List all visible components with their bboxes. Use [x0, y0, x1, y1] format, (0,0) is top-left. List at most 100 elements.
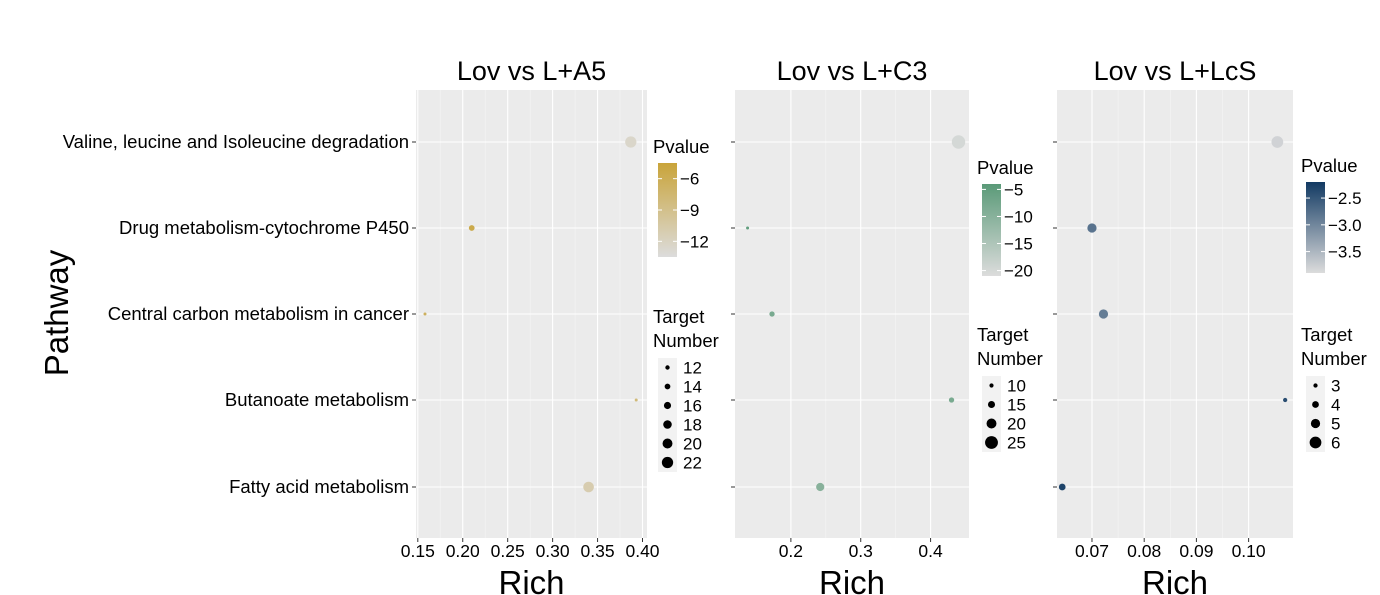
panel-title: Lov vs L+LcS [1094, 56, 1257, 86]
size-key-dot [1313, 383, 1318, 388]
category-label: Central carbon metabolism in cancer [108, 303, 409, 324]
legend-title: Number [977, 348, 1043, 369]
colorbar [1306, 182, 1325, 273]
colorbar [982, 184, 1001, 276]
x-axis-title: Rich [498, 564, 564, 595]
category-label: Drug metabolism-cytochrome P450 [119, 217, 409, 238]
size-key-background [658, 358, 677, 472]
data-point [948, 397, 955, 403]
legend-title: Pvalue [977, 157, 1034, 178]
panel-1: Lov vs L+A5 0.15 0.20 0.25 0.30 0.35 0.40 Rich P… [401, 56, 719, 595]
colorbar-tick-label: −15 [1004, 235, 1033, 254]
colorbar [658, 163, 677, 257]
x-tick-label: 0.30 [536, 541, 570, 561]
x-tick-label: 0.09 [1179, 541, 1213, 561]
size-key-label: 3 [1331, 377, 1340, 396]
size-key-label: 22 [683, 454, 702, 473]
legend-title: Number [1301, 348, 1367, 369]
colorbar-tick-label: −5 [1004, 180, 1023, 199]
size-key-dot [986, 418, 997, 429]
panel-3: Lov vs L+LcS 0.07 0.08 0.09 0.10 Rich Pvalue −2… [1053, 56, 1367, 595]
size-key-label: 25 [1007, 434, 1026, 453]
legend-title: Pvalue [653, 136, 710, 157]
chart-panels: Lov vs L+A50.15 0.20 0.25 0.30 0.35 0.40RichP… [401, 56, 1367, 595]
colorbar-tick-label: −12 [680, 232, 709, 251]
data-point [746, 226, 750, 230]
x-tick-label: 0.10 [1232, 541, 1266, 561]
size-key-dot [1310, 418, 1321, 429]
legend-title: Target [1301, 324, 1352, 345]
legend-title: Number [653, 330, 719, 351]
size-key-label: 4 [1331, 396, 1340, 415]
category-labels: Valine, leucine and Isoleucine degradati… [63, 131, 409, 497]
size-key-label: 18 [683, 416, 702, 435]
x-axis-title: Rich [1142, 564, 1208, 595]
data-point [1283, 397, 1288, 403]
legend-title: Target [977, 324, 1028, 345]
colorbar-tick-label: −6 [680, 170, 699, 189]
size-key-dot [663, 420, 672, 429]
category-label: Butanoate metabolism [225, 389, 409, 410]
data-point [468, 225, 475, 231]
x-tick-label: 0.20 [446, 541, 480, 561]
size-key-background [982, 376, 1001, 452]
data-point [1058, 483, 1066, 491]
pvalue-legend: Pvalue −6 −9 −12 [653, 136, 710, 257]
x-tick-label: 0.4 [918, 541, 943, 561]
size-key-label: 14 [683, 378, 702, 397]
colorbar-tick-label: −20 [1004, 262, 1033, 281]
legend-title: Target [653, 306, 704, 327]
size-key-dot [664, 383, 671, 390]
category-label: Fatty acid metabolism [229, 476, 409, 497]
x-tick-label: 0.25 [491, 541, 525, 561]
size-key-dot [665, 365, 670, 370]
data-point [634, 398, 638, 402]
data-point [816, 482, 825, 492]
size-key-dot [987, 400, 996, 409]
x-axis-title: Rich [819, 564, 885, 595]
data-point [1098, 309, 1109, 319]
size-key-label: 5 [1331, 415, 1340, 434]
colorbar-tick-label: −3.5 [1328, 243, 1362, 262]
data-point [423, 312, 427, 316]
size-key-label: 20 [1007, 415, 1026, 434]
data-point [769, 311, 775, 317]
data-point [951, 135, 966, 149]
data-point [625, 136, 637, 148]
pvalue-legend: Pvalue −5 −10 −15 −20 [977, 157, 1034, 281]
colorbar-tick-label: −9 [680, 201, 699, 220]
colorbar-tick-label: −2.5 [1328, 189, 1362, 208]
panel-title: Lov vs L+A5 [457, 56, 606, 86]
size-key-background [1306, 376, 1325, 452]
x-tick-label: 0.2 [779, 541, 803, 561]
x-tick-label: 0.08 [1127, 541, 1161, 561]
pvalue-legend: Pvalue −2.5 −3.0 −3.5 [1301, 155, 1362, 273]
x-tick-label: 0.35 [581, 541, 615, 561]
size-key-dot [1309, 436, 1322, 449]
category-label: Valine, leucine and Isoleucine degradati… [63, 131, 409, 152]
data-point [583, 481, 594, 493]
size-key-label: 15 [1007, 396, 1026, 415]
size-key-dot [663, 401, 672, 410]
y-axis-title: Pathway [38, 249, 75, 376]
size-key-dot [1312, 401, 1319, 408]
size-key-dot [989, 383, 994, 388]
colorbar-tick-label: −3.0 [1328, 216, 1362, 235]
data-point [1271, 136, 1284, 148]
panel-2: Lov vs L+C3 0.2 0.3 0.4 Rich Pvalue −5 −10 −15 −2… [731, 56, 1043, 595]
x-tick-label: 0.15 [401, 541, 435, 561]
size-key-label: 16 [683, 397, 702, 416]
size-key-dot [662, 438, 673, 449]
data-point [1087, 223, 1097, 233]
x-tick-label: 0.07 [1075, 541, 1109, 561]
x-tick-label: 0.40 [625, 541, 659, 561]
x-tick-label: 0.3 [849, 541, 873, 561]
legend-title: Pvalue [1301, 155, 1358, 176]
size-key-label: 12 [683, 359, 702, 378]
size-key-label: 20 [683, 435, 702, 454]
colorbar-tick-label: −10 [1004, 207, 1033, 226]
